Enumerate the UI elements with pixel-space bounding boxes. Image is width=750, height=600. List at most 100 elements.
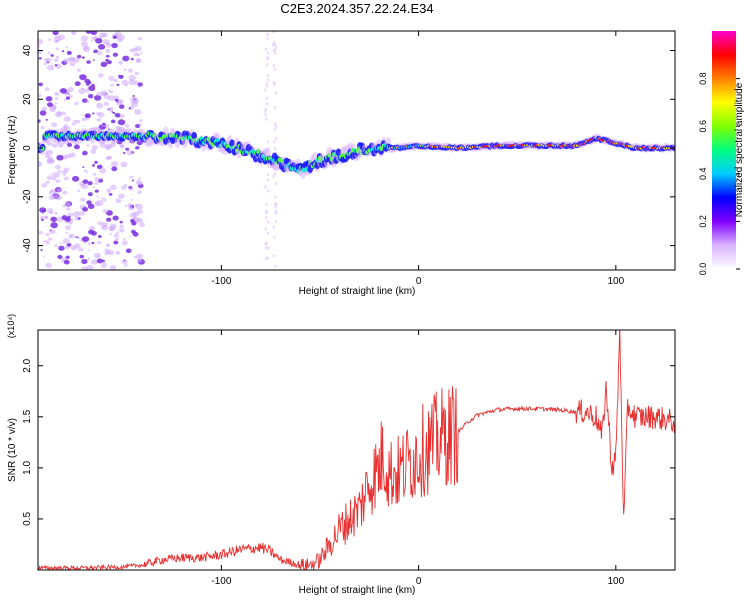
spectrogram-noise-blob (65, 46, 69, 49)
spectrogram-x-ticks: -100 0 100 (211, 31, 625, 287)
spectrogram-noise-blob (96, 195, 100, 198)
spectrogram-noise-layer (38, 31, 278, 270)
spectrogram-noise-blob (120, 145, 125, 149)
spectrogram-noise-blob (114, 112, 121, 118)
spectrogram-noise-blob (54, 244, 58, 248)
colorbar-tick-label: 0.6 (698, 120, 708, 133)
spectrogram-noise-blob (66, 242, 72, 247)
spectrogram-noise-blob (138, 181, 143, 186)
snr-x-ticks: -100 0 100 (211, 330, 625, 587)
spectrogram-noise-blob (76, 211, 79, 213)
spectrogram-noise-blob (128, 107, 132, 110)
spectrogram-noise-blob (62, 238, 70, 244)
spectrogram-noise-blob (92, 59, 95, 61)
spectrogram-noise-blob (81, 236, 90, 243)
spectrogram-noise-blob (71, 122, 76, 126)
spectrogram-noise-blob (91, 164, 95, 167)
spectrogram-streak-blob (266, 37, 269, 41)
spectrogram-noise-blob (50, 216, 57, 222)
spectrogram-noise-blob (65, 92, 69, 95)
spectrogram-noise-blob (73, 144, 80, 150)
spectrogram-noise-blob (82, 206, 89, 212)
spectrogram-noise-blob (123, 68, 127, 71)
spectrogram-noise-blob (45, 96, 53, 102)
spectrogram-noise-blob (77, 54, 82, 59)
spectrogram-noise-blob (77, 217, 81, 220)
spectrogram-streak-blob (273, 51, 277, 55)
spectrogram-noise-blob (96, 117, 102, 122)
spectrogram-y-axis-label: Frequency (Hz) (7, 116, 18, 185)
spectrogram-noise-blob (71, 31, 75, 35)
spectrogram-noise-blob (88, 85, 96, 92)
spectrogram-noise-blob (100, 90, 108, 97)
snr-plot-area (38, 330, 675, 570)
spectrogram-noise-blob (96, 50, 103, 56)
spectrogram-noise-blob (83, 169, 88, 173)
spectrogram-noise-blob (137, 36, 143, 41)
spectrogram-noise-blob (65, 96, 71, 100)
spectrogram-streak-blob (265, 209, 269, 213)
spectrogram-noise-blob (94, 176, 101, 182)
spectrogram-noise-blob (65, 255, 70, 259)
spectrogram-noise-blob (106, 244, 110, 248)
spectrogram-noise-blob (136, 53, 141, 57)
spectrogram-noise-blob (63, 176, 69, 181)
spectrogram-noise-blob (38, 50, 43, 55)
spectrogram-noise-blob (130, 218, 135, 223)
spectrogram-noise-blob (44, 216, 49, 220)
spectrogram-noise-blob (87, 93, 94, 99)
spectrogram-streak-blob (273, 172, 277, 176)
spectrogram-streak-blob (274, 124, 277, 128)
spectrogram-noise-blob (112, 112, 116, 115)
spectrogram-noise-blob (87, 181, 93, 186)
spectrogram-noise-blob (82, 179, 89, 184)
colorbar-tick-label: 0.0 (698, 263, 708, 276)
spectrogram-noise-blob (109, 232, 112, 235)
spectrogram-noise-blob (101, 197, 104, 200)
spectrogram-panel: -100 0 100 -40 -20 0 20 40 Height of straight … (7, 30, 676, 297)
spectrogram-streak-blob (272, 225, 275, 229)
spectrogram-streak-blob (266, 51, 270, 55)
spectrogram-y-ticks: -40 -20 0 20 40 (22, 45, 675, 253)
spectrogram-streak-blob (274, 91, 278, 95)
spectrogram-noise-blob (94, 189, 99, 193)
spectrogram-noise-blob (58, 245, 65, 251)
spectrogram-noise-blob (52, 31, 59, 36)
spectrogram-noise-blob (121, 185, 127, 190)
spectrogram-noise-blob (95, 200, 104, 207)
spectrogram-noise-blob (105, 48, 111, 53)
spectrogram-streak-blob (273, 140, 276, 144)
spectrogram-noise-blob (87, 192, 93, 197)
spectrogram-streak-blob (273, 235, 276, 239)
spectrogram-noise-blob (38, 230, 43, 235)
spectrogram-noise-blob (118, 193, 125, 199)
spectrogram-noise-blob (65, 231, 69, 235)
snr-x-tick-label: 100 (607, 576, 624, 587)
spectrogram-noise-blob (121, 240, 128, 246)
spectrogram-noise-blob (41, 106, 48, 112)
snr-x-tick-label: 0 (416, 576, 422, 587)
spectrogram-streak-blob (266, 78, 270, 82)
spectrogram-streak-blob (265, 84, 269, 88)
spectrogram-noise-blob (64, 201, 72, 207)
spectrogram-noise-blob (38, 45, 41, 48)
spectrogram-noise-blob (63, 58, 71, 64)
spectrogram-noise-blob (126, 150, 134, 156)
spectrogram-noise-blob (40, 249, 43, 251)
colorbar-label: Normalized spectral amplitude (734, 82, 745, 217)
spectrogram-noise-blob (52, 143, 58, 148)
spectrogram-streak-blob (266, 32, 269, 37)
spectrogram-streak-blob (274, 195, 277, 199)
spectrogram-noise-blob (81, 118, 86, 122)
spectrogram-noise-blob (41, 183, 48, 188)
spectrogram-noise-blob (115, 237, 120, 241)
spectrogram-streak-blob (274, 205, 277, 209)
spectrogram-noise-blob (129, 175, 133, 179)
spectrogram-noise-blob (79, 254, 84, 259)
spectrogram-streak-blob (272, 174, 275, 178)
spectrogram-noise-blob (88, 229, 95, 235)
spectrogram-noise-blob (117, 119, 126, 126)
spectrogram-noise-blob (44, 240, 48, 243)
spectrogram-noise-blob (123, 259, 126, 262)
